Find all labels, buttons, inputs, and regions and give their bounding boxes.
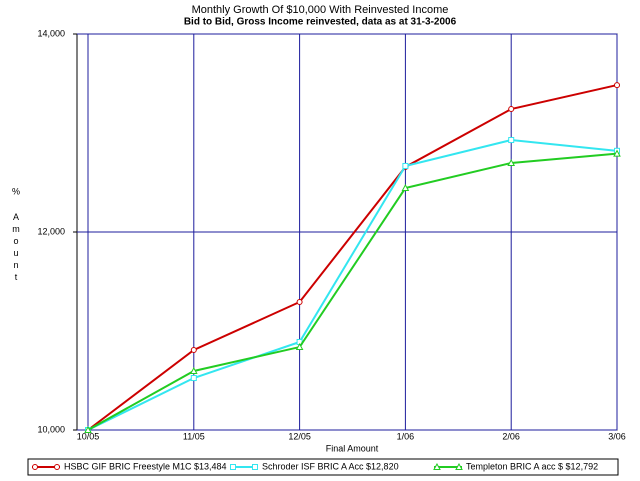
y-axis-label: Amount [11,212,21,284]
legend-label: Templeton BRIC A acc $ $12,792 [466,461,598,471]
marker [508,106,515,113]
x-tick-label: 10/05 [77,431,100,441]
legend-marker [455,462,463,470]
legend-label: Schroder ISF BRIC A Acc $12,820 [262,461,399,471]
y-tick-label: 14,000 [37,28,65,38]
marker [84,425,92,433]
y-tick-label: 10,000 [37,424,65,434]
marker [401,183,410,192]
x-tick-label: 3/06 [608,431,626,441]
legend [27,458,619,476]
x-tick-label: 2/06 [502,431,520,441]
marker [613,149,621,157]
legend-marker [230,464,236,470]
marker [402,162,409,169]
y-tick-label: 12,000 [37,226,65,236]
legend-marker [54,464,60,470]
marker [614,82,620,89]
y-axis-unit: % [12,186,20,196]
chart-subtitle: Bid to Bid, Gross Income reinvested, dat… [184,17,457,28]
legend-marker [252,464,258,470]
marker [189,366,198,374]
marker [508,137,515,144]
marker [190,347,197,354]
x-axis-label: Final Amount [326,443,379,453]
x-tick-label: 12/05 [288,431,311,441]
legend-label: HSBC GIF BRIC Freestyle M1C $13,484 [64,461,227,471]
marker [295,342,304,351]
x-tick-label: 11/05 [183,431,205,441]
legend-marker [433,462,441,470]
series-line [87,84,618,431]
marker [296,298,303,305]
series-line [87,139,618,431]
marker [507,158,516,166]
x-tick-label: 1/06 [397,431,415,441]
chart-title: Monthly Growth Of $10,000 With Reinveste… [192,4,449,16]
legend-marker [32,464,38,470]
marker [190,375,197,382]
series-line [87,152,618,431]
